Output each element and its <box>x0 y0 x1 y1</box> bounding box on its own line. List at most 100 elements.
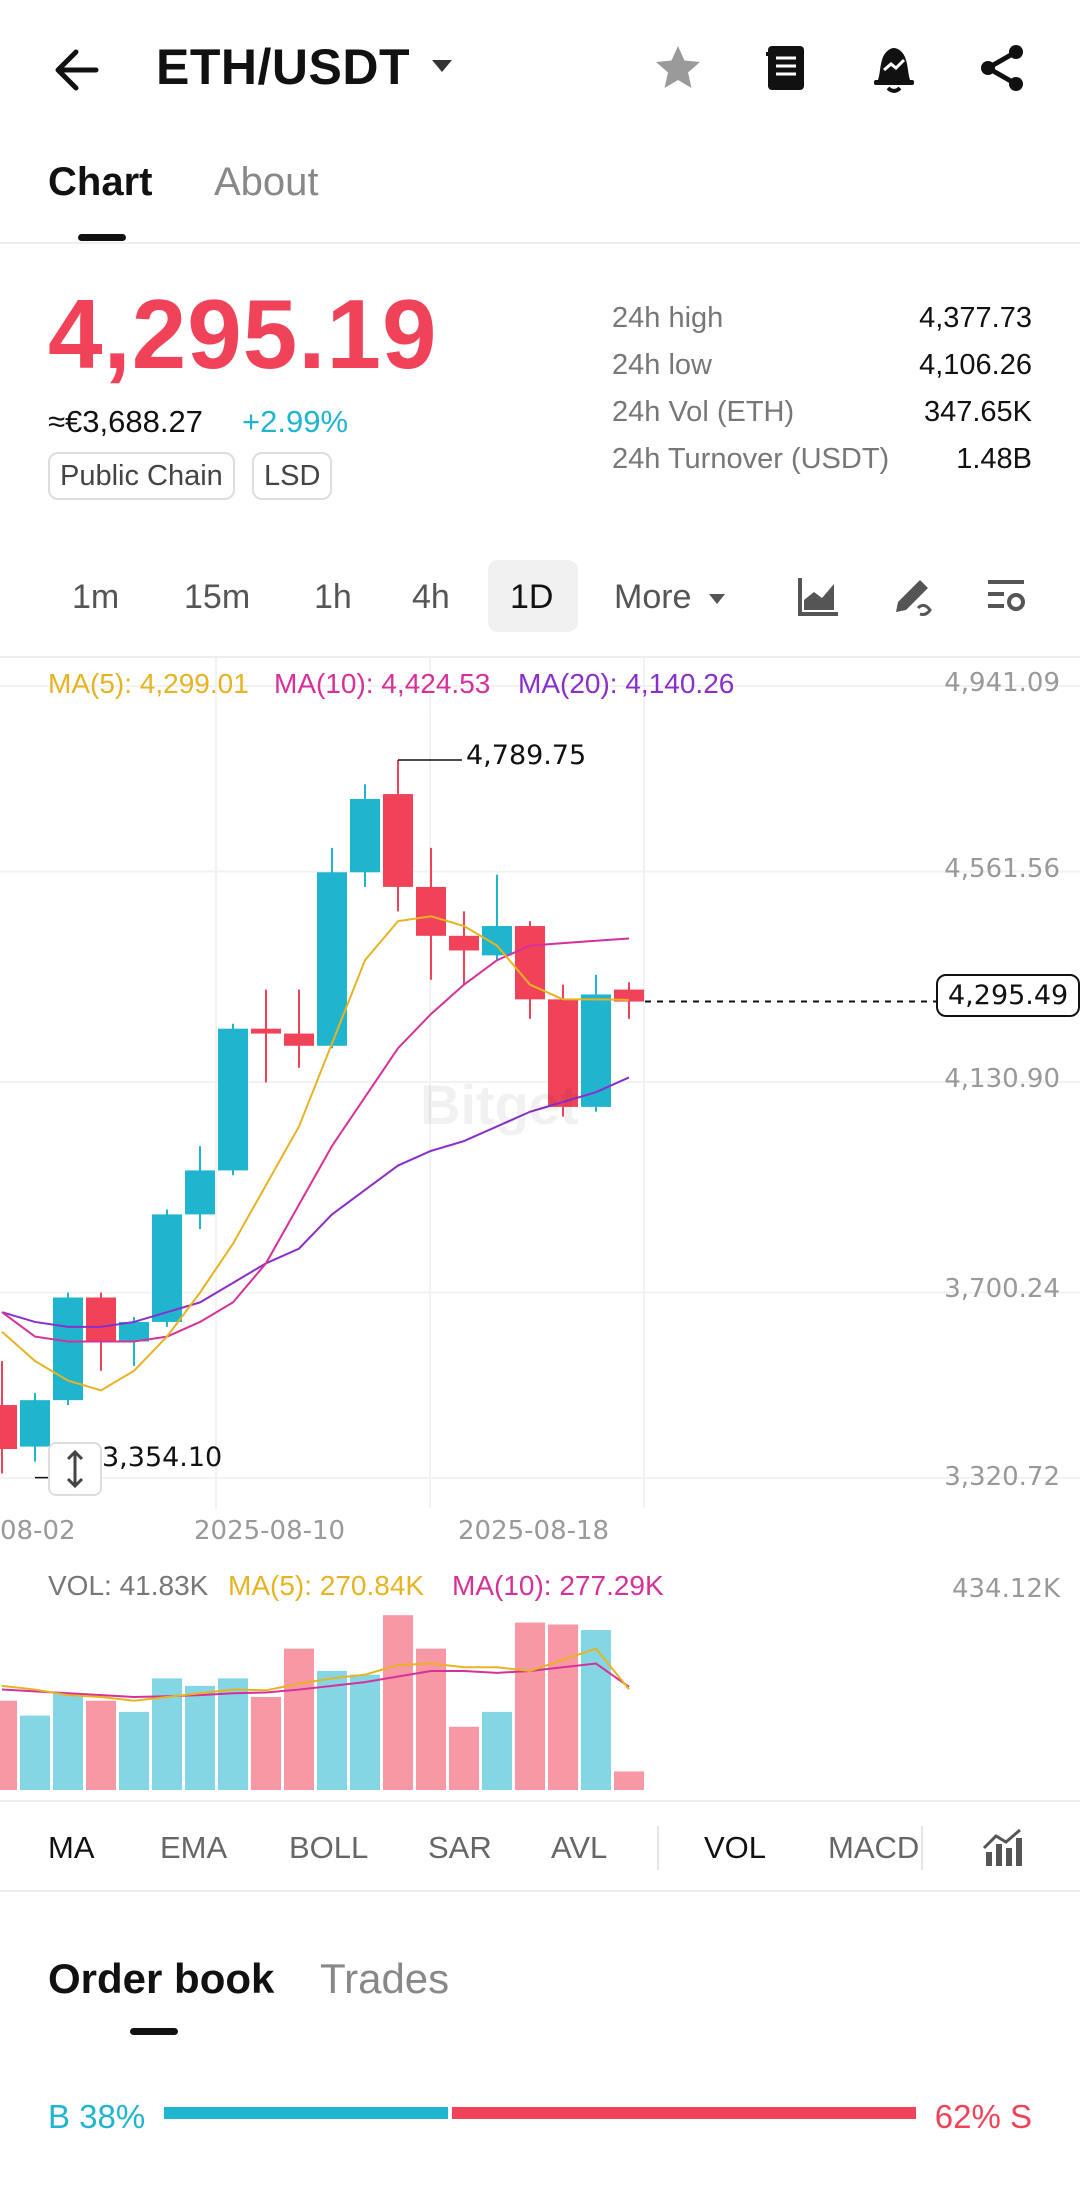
stat-label-24h-vol: 24h Vol (ETH) <box>612 396 795 428</box>
indicator-top-divider <box>0 1800 1080 1802</box>
tab-chart[interactable]: Chart <box>48 160 153 204</box>
indicator-ma[interactable]: MA <box>48 1830 95 1865</box>
stat-label-24h-low: 24h low <box>612 349 712 381</box>
share-button[interactable] <box>974 40 1030 96</box>
candle-body <box>449 935 479 951</box>
volume-bar <box>284 1648 314 1790</box>
candle-body <box>185 1170 215 1215</box>
share-icon <box>981 45 1023 91</box>
favorite-button[interactable] <box>650 40 706 96</box>
interval-1m[interactable]: 1m <box>72 578 120 616</box>
legend-vol-ma5: MA(5): 270.84K <box>228 1570 425 1601</box>
vertical-arrows-icon <box>66 1449 84 1489</box>
candle-body <box>350 798 380 873</box>
buy-sell-ratio-bar <box>164 2107 916 2119</box>
interval-more-label: More <box>614 578 692 616</box>
volume-bar <box>383 1615 413 1790</box>
price-axis-label: 4,130.90 <box>944 1064 1060 1094</box>
interval-1d[interactable]: 1D <box>510 578 554 616</box>
price-axis-label: 3,700.24 <box>944 1274 1060 1304</box>
drawing-tools-button[interactable] <box>888 572 936 620</box>
pair-title[interactable]: ETH/USDT <box>156 39 410 95</box>
vol-ma5-line <box>1 1647 630 1702</box>
ma5-line <box>1 915 630 1392</box>
volume-bar <box>548 1624 578 1790</box>
candle-body <box>86 1297 116 1342</box>
chart-type-button[interactable] <box>794 572 842 620</box>
volume-bar <box>86 1700 116 1790</box>
notebook-button[interactable] <box>758 40 814 96</box>
tab-trades[interactable]: Trades <box>320 1955 450 2002</box>
indicator-ema[interactable]: EMA <box>160 1830 228 1865</box>
favorite-star-icon <box>656 46 700 88</box>
tag-public-chain[interactable]: Public Chain <box>48 452 235 500</box>
price-alert-button[interactable] <box>866 40 922 96</box>
interval-4h[interactable]: 4h <box>412 578 450 616</box>
volume-chart[interactable] <box>0 1560 1080 1800</box>
date-axis-label: 08-02 <box>0 1516 76 1546</box>
volume-bar <box>581 1630 611 1790</box>
interval-1h[interactable]: 1h <box>314 578 352 616</box>
current-price-tag: 4,295.49 <box>936 974 1080 1017</box>
indicator-settings-button[interactable] <box>980 1826 1024 1870</box>
candle-body <box>251 1028 281 1034</box>
legend-ma20: MA(20): 4,140.26 <box>518 668 735 699</box>
candle-body <box>383 794 413 887</box>
volume-bar <box>0 1700 17 1790</box>
chart-settings-icon <box>988 580 1025 611</box>
candle-body <box>548 999 578 1107</box>
price-axis-label: 4,941.09 <box>944 668 1060 698</box>
tab-order-book[interactable]: Order book <box>48 1955 275 2002</box>
watermark-logo: Bitget <box>420 1073 579 1136</box>
price-axis-label: 3,320.72 <box>944 1462 1060 1492</box>
last-price: 4,295.19 <box>48 279 438 389</box>
buy-ratio-fill <box>164 2107 448 2119</box>
stat-label-24h-turnover: 24h Turnover (USDT) <box>612 443 890 475</box>
notebook-icon <box>766 46 804 90</box>
stat-value-24h-vol: 347.65K <box>923 396 1032 428</box>
back-button[interactable] <box>48 40 108 100</box>
pencil-draw-icon <box>896 580 932 616</box>
chevron-down-icon <box>708 594 725 605</box>
candle-body <box>284 1033 314 1046</box>
legend-ma5: MA(5): 4,299.01 <box>48 668 249 699</box>
price-axis-label: 4,561.56 <box>944 854 1060 884</box>
indicator-boll[interactable]: BOLL <box>289 1830 369 1865</box>
volume-bar <box>251 1697 281 1790</box>
legend-vol: VOL: 41.83K <box>48 1570 209 1601</box>
volume-bar <box>416 1648 446 1790</box>
volume-bar <box>614 1771 644 1790</box>
price-alert-bell-icon <box>874 48 914 93</box>
candle-body <box>317 872 347 1046</box>
indicator-vol[interactable]: VOL <box>704 1830 767 1865</box>
back-arrow-icon <box>55 49 99 91</box>
tag-lsd[interactable]: LSD <box>252 452 333 500</box>
sell-ratio-fill <box>451 2107 916 2119</box>
interval-15m[interactable]: 15m <box>184 578 251 616</box>
indicator-sar[interactable]: SAR <box>428 1830 492 1865</box>
stat-label-24h-high: 24h high <box>612 302 724 334</box>
sell-ratio-label: 62% S <box>934 2098 1032 2135</box>
stat-value-24h-low: 4,106.26 <box>919 349 1032 381</box>
indicator-separator <box>657 1826 659 1870</box>
volume-bar <box>20 1715 50 1790</box>
stat-value-24h-high: 4,377.73 <box>919 302 1032 334</box>
candle-body <box>53 1297 83 1401</box>
volume-bar <box>53 1693 83 1790</box>
pair-dropdown-caret-icon[interactable] <box>432 60 452 72</box>
candlestick-chart[interactable] <box>0 658 1080 1508</box>
candle-body <box>614 989 644 1002</box>
low-price-annotation: 3,354.10 <box>102 1442 223 1473</box>
stat-value-24h-turnover: 1.48B <box>956 443 1032 475</box>
interval-more[interactable]: More <box>614 578 725 617</box>
candle-body <box>482 926 512 956</box>
chart-scale-toggle-button[interactable] <box>48 1442 102 1496</box>
volume-bar <box>185 1685 215 1790</box>
chart-settings-button[interactable] <box>982 572 1030 620</box>
candle-body <box>581 994 611 1107</box>
orderbook-tab-indicator <box>130 2028 178 2035</box>
indicator-chart-icon <box>982 1828 1022 1866</box>
tab-about[interactable]: About <box>214 160 319 204</box>
indicator-macd[interactable]: MACD <box>828 1830 920 1865</box>
indicator-avl[interactable]: AVL <box>551 1830 608 1865</box>
